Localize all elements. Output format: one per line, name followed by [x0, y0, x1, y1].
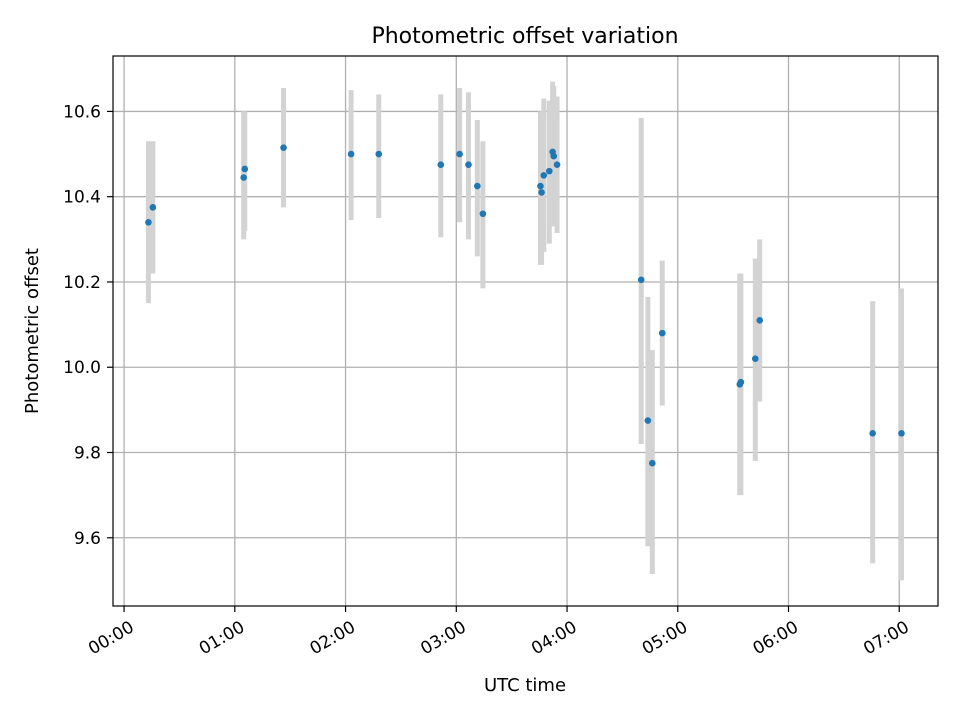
- data-point: [648, 459, 656, 467]
- data-point: [658, 329, 666, 337]
- chart-title: Photometric offset variation: [371, 24, 678, 49]
- data-point: [465, 161, 472, 169]
- data-point: [456, 150, 463, 158]
- data-point: [241, 165, 249, 173]
- data-point: [145, 218, 152, 226]
- y-tick-label: 9.6: [74, 529, 101, 549]
- data-point: [538, 189, 545, 196]
- grid-lines: [113, 56, 938, 606]
- data-point: [347, 150, 355, 158]
- data-point: [756, 317, 764, 324]
- data-point: [644, 417, 652, 424]
- data-point: [537, 182, 544, 190]
- y-tick-label: 10.6: [63, 102, 101, 122]
- data-point: [437, 161, 445, 169]
- y-tick-label: 10.4: [63, 188, 101, 208]
- y-tick-label: 10.0: [63, 358, 101, 378]
- data-point: [280, 144, 287, 151]
- y-tick-label: 9.8: [74, 444, 101, 464]
- data-point: [553, 161, 561, 169]
- data-point: [240, 174, 247, 181]
- y-axis-ticks: 9.6 9.8 10.0 10.2 10.4 10.6: [63, 102, 113, 549]
- data-point: [479, 210, 487, 218]
- data-point: [898, 430, 905, 437]
- data-point: [550, 152, 558, 160]
- data-point: [540, 172, 548, 179]
- data-point: [637, 276, 645, 284]
- x-axis-label: UTC time: [484, 675, 566, 696]
- data-point: [737, 378, 745, 386]
- data-point: [546, 167, 553, 175]
- data-points: [145, 144, 905, 467]
- y-tick-label: 10.2: [63, 273, 101, 293]
- plot-frame: [112, 55, 939, 607]
- data-point: [149, 204, 157, 211]
- data-point: [869, 430, 876, 437]
- data-point: [375, 150, 383, 158]
- y-axis-label: Photometric offset: [22, 248, 43, 414]
- data-point: [751, 355, 759, 363]
- data-point: [474, 182, 481, 190]
